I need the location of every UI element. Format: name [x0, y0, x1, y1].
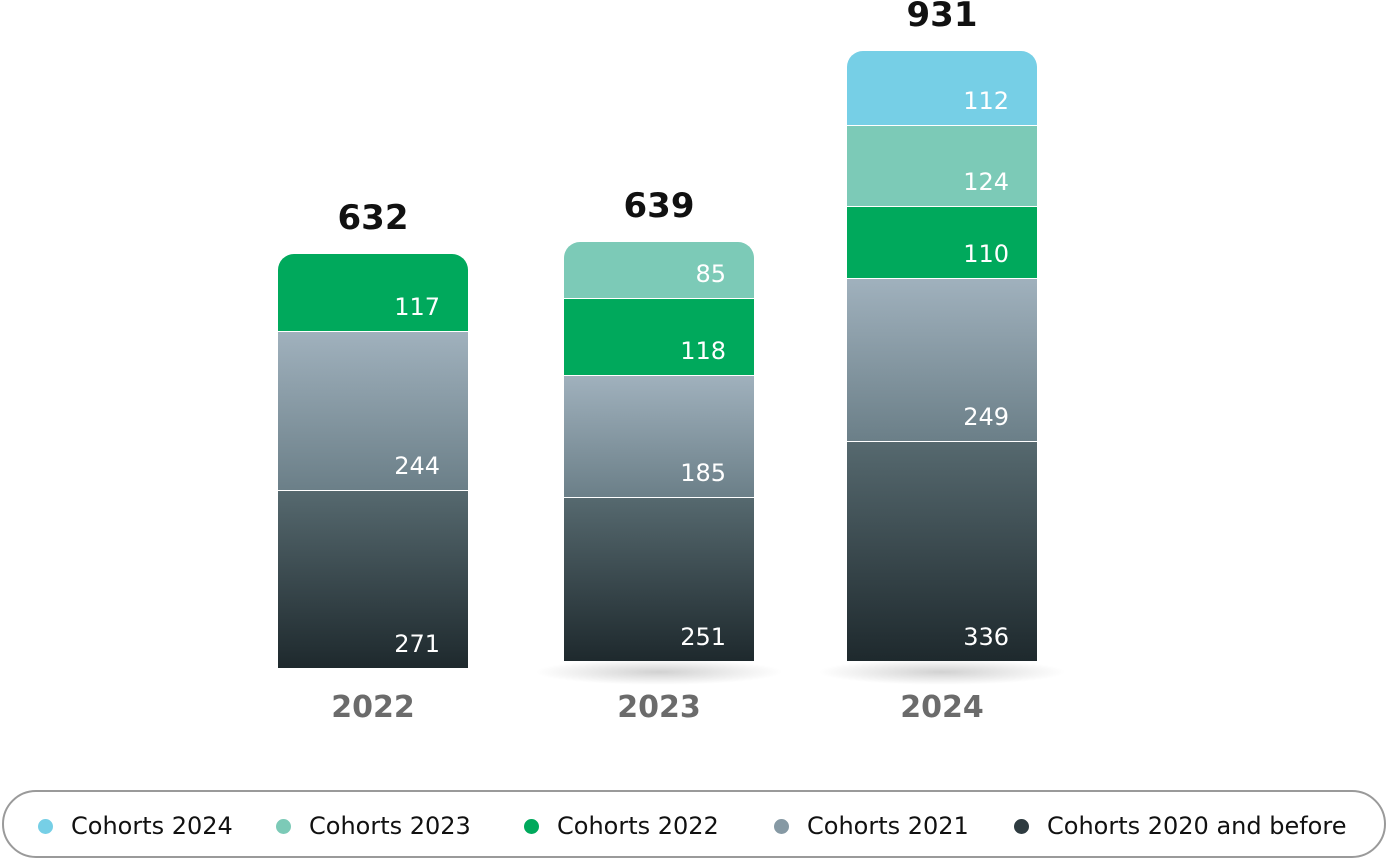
bar-segment: 244 [278, 330, 468, 491]
data-label: 251 [680, 622, 726, 651]
legend-item: Cohorts 2021 [774, 812, 969, 840]
legend: Cohorts 2024 Cohorts 2023 Cohorts 2022 Coho… [2, 790, 1386, 858]
data-label: 185 [680, 458, 726, 487]
legend-dot-icon [774, 818, 789, 834]
bar-segment: 336 [847, 440, 1037, 661]
bar-segment: 249 [847, 277, 1037, 441]
data-label: 249 [963, 402, 1009, 431]
legend-label: Cohorts 2024 [71, 812, 233, 840]
data-label: 244 [394, 452, 440, 481]
legend-dot-icon [1014, 818, 1029, 834]
total-label: 931 [906, 0, 978, 36]
bar-shadow [817, 659, 1067, 685]
legend-item: Cohorts 2020 and before [1014, 812, 1346, 840]
x-tick-label: 2023 [617, 690, 701, 725]
x-tick-label: 2024 [900, 690, 984, 725]
data-label: 117 [394, 292, 440, 321]
bar-shadow [534, 659, 784, 685]
bar-segment: 251 [564, 496, 754, 661]
data-label: 124 [963, 167, 1009, 196]
total-label: 639 [623, 186, 695, 227]
data-label: 271 [394, 629, 440, 658]
bar-segment: 185 [564, 375, 754, 497]
legend-dot-icon [276, 818, 291, 834]
data-label: 110 [963, 239, 1009, 268]
bar-segment: 124 [847, 124, 1037, 206]
bar-segment: 85 [564, 242, 754, 299]
bar-segment: 118 [564, 298, 754, 376]
bar-segment: 271 [278, 490, 468, 668]
legend-item: Cohorts 2024 [38, 812, 233, 840]
total-label: 632 [337, 198, 409, 239]
legend-label: Cohorts 2022 [557, 812, 719, 840]
bar-segment: 117 [278, 254, 468, 331]
data-label: 118 [680, 337, 726, 366]
legend-dot-icon [524, 818, 539, 834]
bar-segment: 110 [847, 205, 1037, 278]
data-label: 112 [963, 86, 1009, 115]
legend-dot-icon [38, 818, 53, 834]
data-label: 85 [695, 260, 726, 289]
legend-label: Cohorts 2020 and before [1047, 812, 1347, 840]
legend-item: Cohorts 2023 [276, 812, 471, 840]
data-label: 336 [963, 622, 1009, 651]
x-tick-label: 2022 [331, 690, 415, 725]
bar-segment: 112 [847, 51, 1037, 125]
legend-item: Cohorts 2022 [524, 812, 719, 840]
legend-label: Cohorts 2021 [807, 812, 969, 840]
legend-label: Cohorts 2023 [309, 812, 471, 840]
stacked-bar-chart: 271 244 117 632 2022 251 185 118 85 639 2023 336 249… [278, 0, 1067, 725]
